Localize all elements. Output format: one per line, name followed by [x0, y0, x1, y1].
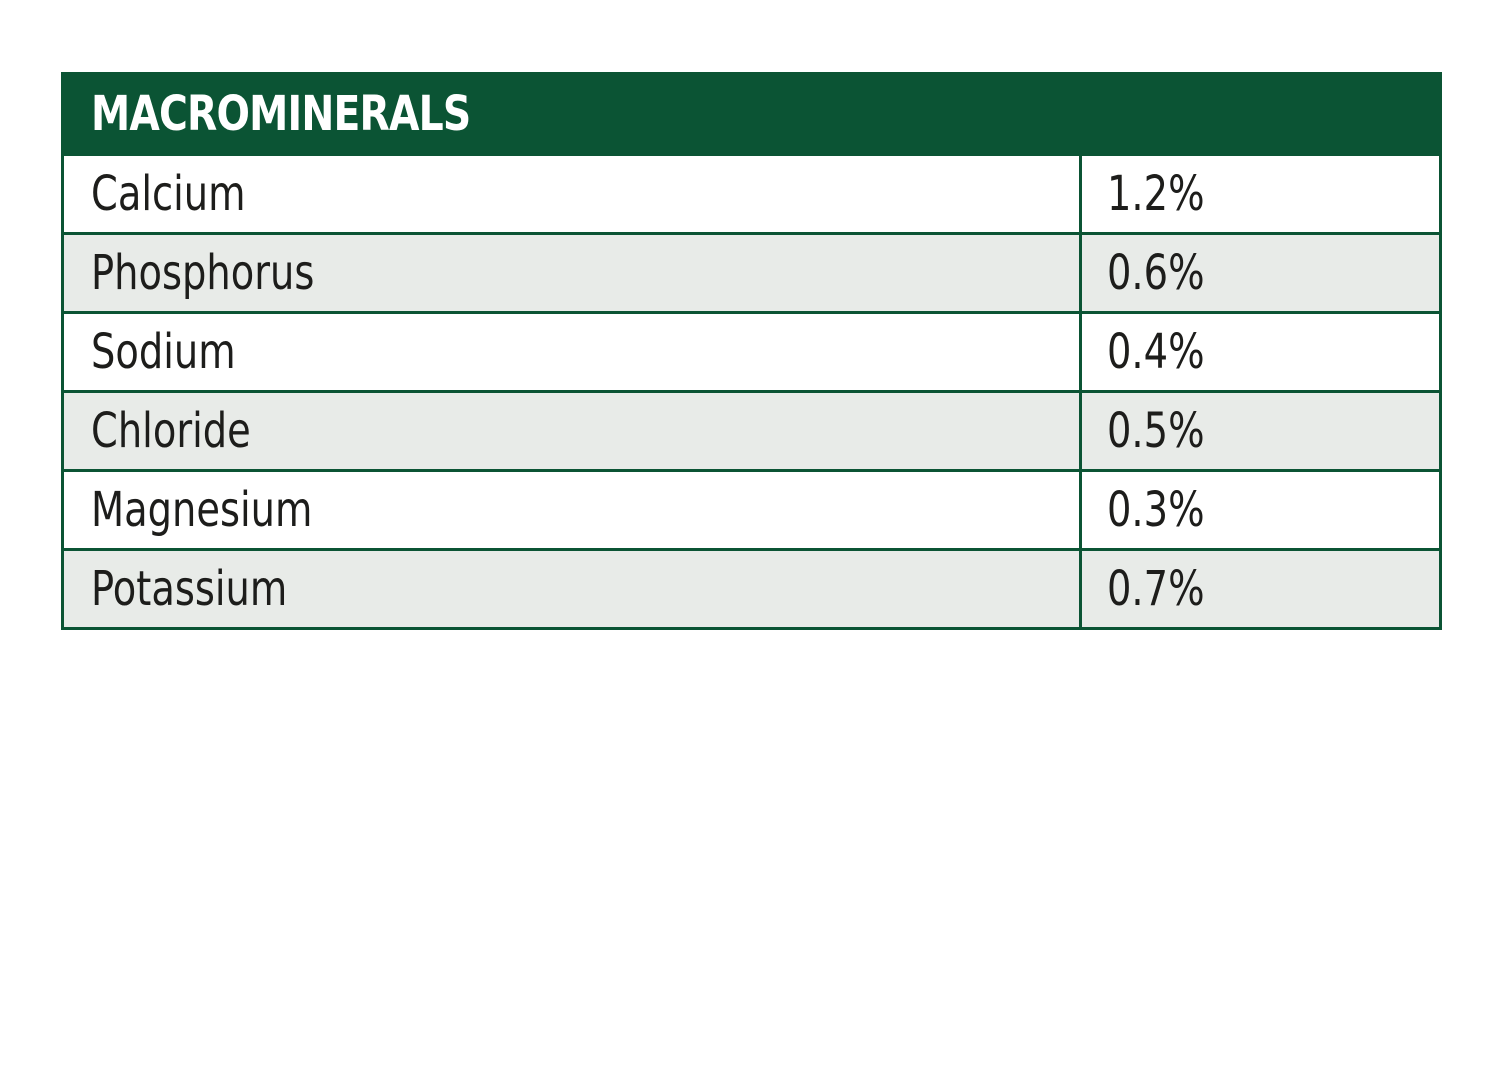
mineral-name: Magnesium — [91, 482, 313, 538]
mineral-value-cell: 0.4% — [1078, 311, 1443, 393]
mineral-value: 0.6% — [1107, 245, 1205, 301]
mineral-value: 0.7% — [1107, 561, 1205, 617]
mineral-name: Sodium — [91, 324, 236, 380]
mineral-value-cell: 1.2% — [1078, 153, 1443, 235]
mineral-name-cell: Phosphorus — [61, 232, 1082, 314]
mineral-value: 0.5% — [1107, 403, 1205, 459]
table-header-row: MACROMINERALS — [60, 72, 1443, 156]
table-row: Sodium 0.4% — [61, 311, 1443, 393]
mineral-value-cell: 0.6% — [1078, 232, 1443, 314]
mineral-name-cell: Potassium — [61, 548, 1082, 630]
mineral-value: 0.3% — [1107, 482, 1205, 538]
table-row: Magnesium 0.3% — [61, 469, 1443, 551]
mineral-name-cell: Calcium — [61, 153, 1082, 235]
table-title-text: MACROMINERALS — [91, 86, 471, 142]
mineral-name: Chloride — [91, 403, 251, 459]
table-row: Calcium 1.2% — [61, 153, 1443, 235]
table-row: Phosphorus 0.6% — [61, 232, 1443, 314]
mineral-name-cell: Chloride — [61, 390, 1082, 472]
table-title: MACROMINERALS — [60, 72, 1443, 156]
macrominerals-table: MACROMINERALS Calcium 1.2% Phosphorus 0.… — [60, 72, 1443, 630]
mineral-name: Phosphorus — [91, 245, 315, 301]
mineral-value: 1.2% — [1107, 166, 1205, 222]
mineral-name-cell: Sodium — [61, 311, 1082, 393]
mineral-value-cell: 0.3% — [1078, 469, 1443, 551]
mineral-value-cell: 0.5% — [1078, 390, 1443, 472]
mineral-value: 0.4% — [1107, 324, 1205, 380]
mineral-name-cell: Magnesium — [61, 469, 1082, 551]
mineral-name: Calcium — [91, 166, 246, 222]
mineral-name: Potassium — [91, 561, 288, 617]
table-row: Potassium 0.7% — [61, 548, 1443, 630]
mineral-value-cell: 0.7% — [1078, 548, 1443, 630]
table-row: Chloride 0.5% — [61, 390, 1443, 472]
